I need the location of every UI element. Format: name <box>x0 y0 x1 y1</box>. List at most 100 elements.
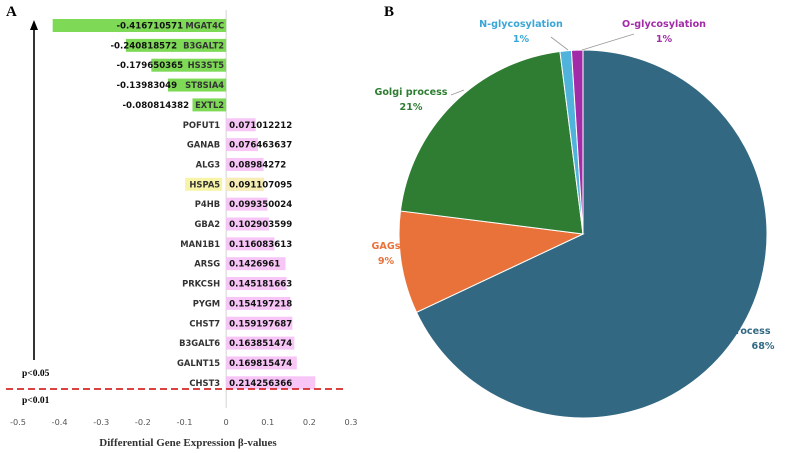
gene-label: POFUT1 <box>183 120 220 130</box>
value-label: 0.145181663 <box>229 280 292 290</box>
value-label: 0.102903599 <box>229 220 292 230</box>
gene-label: ST8SIA4 <box>185 80 224 90</box>
bar-extl2 <box>192 98 227 112</box>
x-tick-label: 0.3 <box>344 417 357 427</box>
bar-st8sia4 <box>167 78 227 92</box>
value-label: 0.214256366 <box>229 379 292 389</box>
gene-label: CHST7 <box>189 318 220 328</box>
gene-label: ARSG <box>194 259 220 269</box>
bar-group: ST8SIA4 -0.13983049 <box>116 78 227 92</box>
bar-group: GBA2 0.102903599 <box>195 217 292 231</box>
bar-gba2 <box>226 217 269 231</box>
bar-group: MAN1B1 0.116083613 <box>180 237 292 251</box>
p-label-upper: p<0.05 <box>22 369 50 379</box>
gene-label: MGAT4C <box>185 21 224 31</box>
bar-mgat4c <box>52 19 227 32</box>
bar-group: P4HB 0.099350024 <box>195 197 292 211</box>
bar-pygm <box>226 296 291 310</box>
bar-prkcsh <box>226 277 287 291</box>
value-label: 0.071012212 <box>229 121 292 131</box>
gene-label: CHST3 <box>189 378 220 388</box>
slice-label-n-glycosylation: N-glycosylation <box>479 19 563 30</box>
value-label: 0.169815474 <box>229 359 292 369</box>
bar-group: ARSG 0.1426961 <box>194 257 286 271</box>
value-label: 0.091107095 <box>229 180 292 190</box>
bar-b3galt6 <box>226 336 295 350</box>
value-label: 0.116083613 <box>229 240 292 250</box>
value-label: 0.163851474 <box>229 339 292 349</box>
panel-a-label: A <box>6 4 17 20</box>
gene-label: MAN1B1 <box>180 239 220 249</box>
gene-highlight <box>185 177 223 191</box>
leader-line-golgi <box>450 89 465 96</box>
bar-group: B3GALT6 0.163851474 <box>179 336 295 350</box>
slice-percent-n-glycosylation: 1% <box>513 34 530 45</box>
x-axis-ticks: -0.5 -0.4 -0.3 -0.2 -0.1 0 0.1 0.2 0.3 <box>10 417 358 427</box>
slice-label-er: ER process <box>711 326 770 337</box>
bar-arsg <box>226 257 286 271</box>
bar-hs3st5 <box>151 58 227 72</box>
bar-p4hb <box>226 197 268 211</box>
bar-group: GALNT15 0.169815474 <box>177 356 297 370</box>
bar-man1b1 <box>226 237 275 251</box>
x-axis-label: Differential Gene Expression β-values <box>99 437 277 449</box>
x-tick-label: 0 <box>224 417 229 427</box>
gene-label: ALG3 <box>196 159 221 169</box>
value-label: 0.159197687 <box>229 319 292 329</box>
gene-label: B3GALT6 <box>179 338 220 348</box>
bar-pofut1 <box>226 118 256 132</box>
slice-label-gags: GAGs <box>372 241 401 252</box>
bar-chart-panel: A MGAT4C-0.416710571B3GALT2-0.240818572H… <box>6 4 358 449</box>
bar-group: HSPA5 0.091107095 <box>185 177 292 191</box>
x-tick-label: 0.2 <box>303 417 316 427</box>
bars-layer: MGAT4C-0.416710571B3GALT2-0.240818572HS3… <box>52 10 316 408</box>
bar-alg3 <box>226 157 264 171</box>
x-tick-label: -0.1 <box>177 417 193 427</box>
value-label: -0.13983049 <box>116 81 177 91</box>
slice-label-o-glycosylation: O-glycosylation <box>622 19 706 30</box>
pie-chart-panel: B N-glycosylation 1% O-glycosylation 1% … <box>372 4 775 419</box>
bar-group: PRKCSH 0.145181663 <box>182 277 292 291</box>
x-tick-label: -0.2 <box>135 417 151 427</box>
x-tick-label: -0.5 <box>10 417 26 427</box>
gene-label: PRKCSH <box>182 279 220 289</box>
pie-slice-gags <box>398 210 585 314</box>
bar-group: ALG3 0.08984272 <box>196 157 286 171</box>
bar-group: GANAB 0.076463637 <box>187 138 292 152</box>
pie-layer <box>398 49 768 419</box>
bar-group: MGAT4C-0.416710571 <box>52 19 227 32</box>
leader-line-n-glycosylation <box>550 36 569 51</box>
gene-label: GALNT15 <box>177 358 220 368</box>
value-label: 0.076463637 <box>229 141 292 151</box>
slice-percent-er: 68% <box>752 341 775 352</box>
value-label: -0.179650365 <box>116 61 183 71</box>
value-label: 0.08984272 <box>229 160 286 170</box>
bar-chst3 <box>226 376 316 390</box>
value-label: -0.416710571 <box>116 22 183 32</box>
value-label: -0.080814382 <box>122 101 189 111</box>
pie-slice-golgi-process <box>399 50 584 235</box>
bar-b3galt2 <box>125 38 227 52</box>
value-label: -0.240818572 <box>110 41 177 51</box>
slice-percent-o-glycosylation: 1% <box>656 34 673 45</box>
bar-group: EXTL2 -0.080814382 <box>122 98 227 112</box>
arrow-head-icon <box>30 20 38 30</box>
bar-group: HS3ST5 -0.179650365 <box>116 58 227 72</box>
pie-slice-er-process <box>415 49 768 419</box>
leader-line-o-glycosylation <box>581 33 635 51</box>
gene-label: EXTL2 <box>195 100 224 110</box>
gene-label: GBA2 <box>195 219 221 229</box>
bar-group: PYGM 0.154197218 <box>193 296 292 310</box>
panel-b-label: B <box>384 4 394 20</box>
value-highlight <box>226 177 265 191</box>
x-tick-label: -0.4 <box>52 417 68 427</box>
x-tick-label: -0.3 <box>93 417 109 427</box>
bar-group: POFUT1 0.071012212 <box>183 118 292 132</box>
bar-galnt15 <box>226 356 297 370</box>
slice-label-golgi: Golgi process <box>374 87 447 98</box>
gene-label: GANAB <box>187 140 220 150</box>
bar-group: CHST3 0.214256366 <box>189 376 316 390</box>
bar-ganab <box>226 138 258 152</box>
x-tick-label: 0.1 <box>261 417 274 427</box>
